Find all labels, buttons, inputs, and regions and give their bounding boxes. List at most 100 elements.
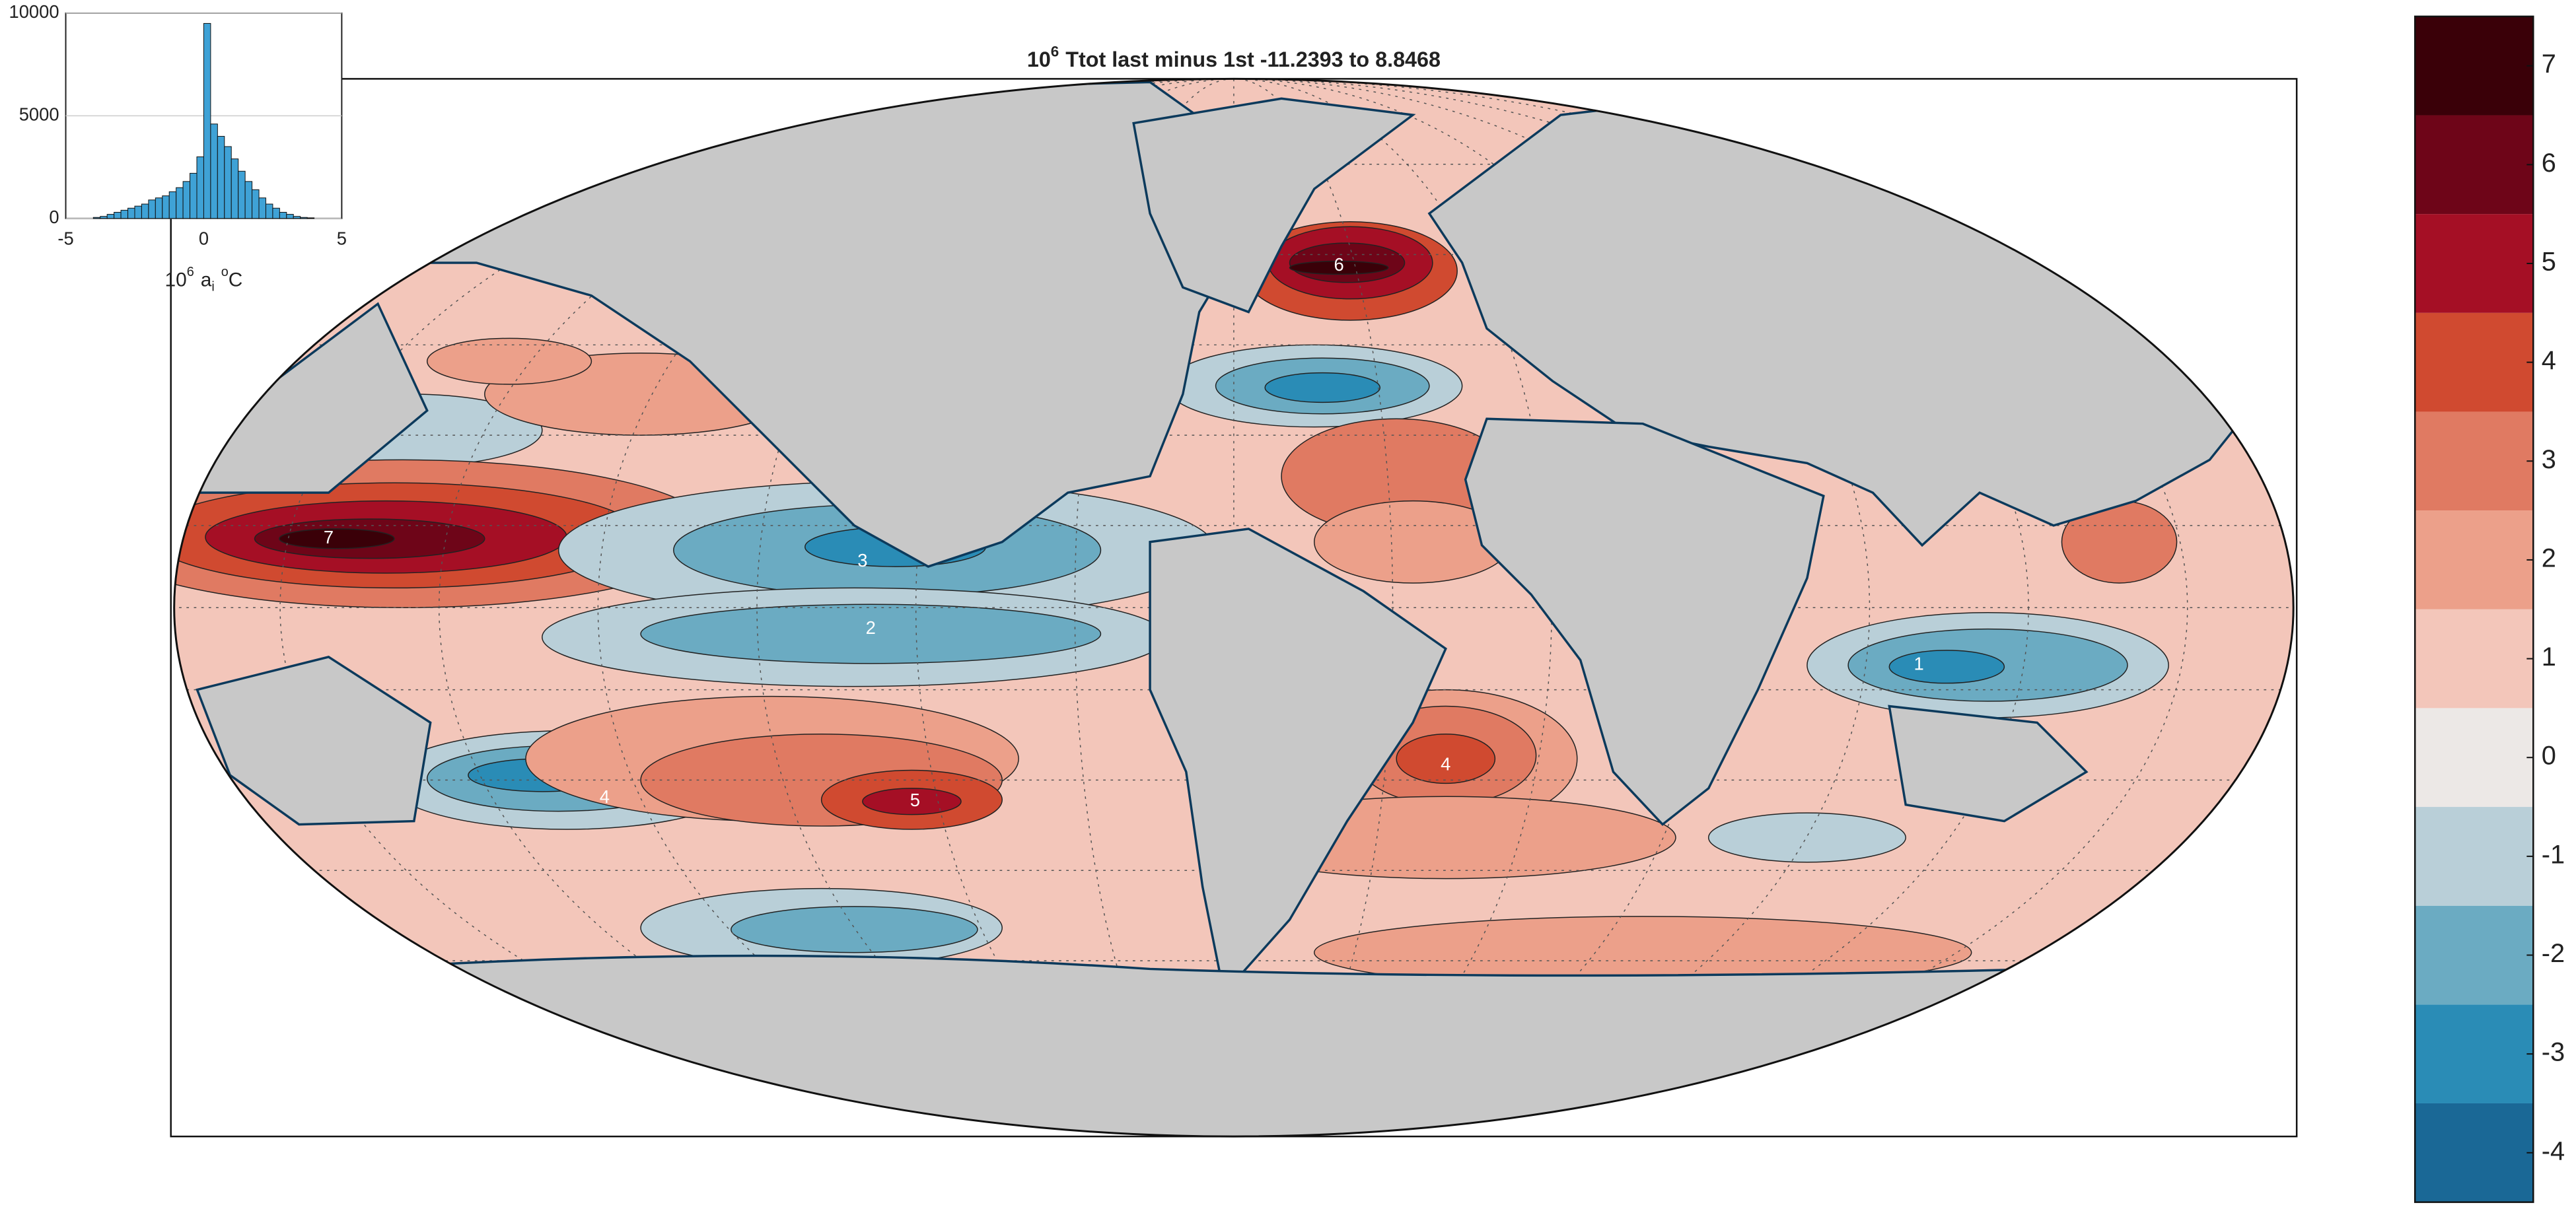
y-tick-label: 10000 [9, 1, 59, 22]
x-axis-label: 106 aioC [165, 265, 243, 294]
colorbar-tick-label: -2 [2542, 939, 2565, 968]
contour-label: 4 [600, 786, 610, 807]
y-tick-label: 5000 [19, 104, 59, 125]
histogram-bar [244, 181, 253, 219]
title-base: 10 [1027, 48, 1051, 71]
x-axis-label-part: a [201, 269, 212, 291]
colorbar-tick-label: 7 [2542, 50, 2556, 79]
histogram-bar [127, 207, 135, 219]
colorbar-band [2415, 16, 2534, 116]
colorbar-band [2415, 708, 2534, 808]
contour-label: 5 [910, 790, 920, 810]
histogram-bar [176, 187, 184, 219]
histogram-bar [162, 195, 170, 219]
anomaly-region [279, 528, 395, 549]
contour-label: 4 [1441, 753, 1450, 774]
contour-label: 7 [324, 527, 334, 547]
histogram-bar [217, 135, 225, 219]
histogram-bar [190, 172, 197, 219]
histogram-bar [168, 191, 177, 219]
colorbar-tick-label: -1 [2542, 840, 2565, 869]
histogram-bar [203, 22, 211, 219]
x-axis-label-part: i [211, 280, 214, 294]
histogram-bar [238, 170, 246, 219]
anomaly-region [426, 337, 592, 385]
colorbar: -4 -3 -2 -1 0 1 2 3 4 5 6 7 [2414, 15, 2565, 1203]
x-tick-label: -5 [57, 228, 73, 248]
anomaly-region [1707, 812, 1906, 863]
contour-label: 1 [1914, 654, 1923, 674]
colorbar-band [2415, 510, 2534, 609]
histogram-bar [196, 156, 204, 219]
title-text: Ttot last minus 1st -11.2393 to 8.8468 [1065, 48, 1441, 71]
anomaly-region [640, 604, 1102, 664]
histogram-bar [210, 123, 218, 219]
histogram-bar [134, 205, 142, 219]
colorbar-frame [2414, 15, 2534, 1203]
colorbar-tick-label: 3 [2542, 445, 2556, 474]
colorbar-band [2415, 312, 2534, 412]
histogram-bar [224, 146, 232, 219]
x-tick-label: 0 [199, 228, 209, 248]
histogram-bar [148, 199, 156, 219]
colorbar-band [2415, 214, 2534, 313]
histogram-bar [252, 189, 260, 219]
colorbar-tick-label: 4 [2542, 346, 2556, 375]
colorbar-tick-label: 6 [2542, 149, 2556, 178]
colorbar-tick-label: 0 [2542, 742, 2556, 771]
globe-outline [173, 77, 2295, 1138]
histogram-bar [120, 209, 129, 219]
histogram-bar [293, 216, 301, 219]
colorbar-tick-label: 2 [2542, 543, 2556, 572]
colorbar-tick-label: 1 [2542, 642, 2556, 672]
land [1464, 417, 1825, 826]
colorbar-band [2415, 1103, 2534, 1202]
histogram-bar [231, 158, 239, 219]
histogram-bar [106, 214, 115, 219]
histogram-bar [279, 211, 287, 219]
x-tick-label: 5 [337, 228, 347, 248]
y-tick-label: 0 [49, 207, 59, 227]
x-axis-label-part: C [229, 269, 243, 291]
colorbar-band [2415, 609, 2534, 708]
colorbar-band [2415, 411, 2534, 511]
histogram-bar [92, 217, 101, 219]
histogram-bar [155, 197, 163, 219]
graticule [1074, 79, 1394, 1137]
colorbar-band [2415, 1004, 2534, 1103]
histogram-bar [265, 203, 273, 219]
x-axis-label-part: 10 [165, 269, 187, 291]
anomaly-region [1888, 650, 2005, 684]
contour-label: 6 [1334, 254, 1343, 275]
map-title: 106 Ttot last minus 1st -11.2393 to 8.846… [1027, 43, 1441, 71]
graticule [597, 79, 1871, 1137]
anomaly-region [731, 906, 978, 953]
contour-label: 2 [866, 617, 876, 638]
histogram-bar [272, 207, 280, 219]
colorbar-tick-label: -3 [2542, 1038, 2565, 1067]
x-axis-label-part: o [221, 265, 229, 279]
histogram-bar [182, 181, 191, 219]
histogram-bar [141, 203, 149, 219]
globe: 7 3 2 4 5 4 6 1 [174, 79, 2294, 1137]
title-exp: 6 [1051, 43, 1059, 59]
land [196, 656, 432, 826]
histogram-bar [286, 214, 294, 219]
land [1132, 97, 1416, 314]
colorbar-tick-label: -4 [2542, 1136, 2565, 1165]
anomaly-region [1264, 372, 1381, 403]
histogram-bar [114, 211, 122, 219]
histogram-bar [306, 217, 315, 219]
graticule [279, 79, 2188, 1137]
colorbar-band [2415, 905, 2534, 1005]
colorbar-band [2415, 115, 2534, 215]
histogram-bar [258, 197, 266, 219]
colorbar-tick-label: 5 [2542, 248, 2556, 277]
land [1149, 528, 1447, 996]
land [1888, 705, 2089, 823]
histogram-bar [300, 217, 308, 219]
contour-label: 3 [857, 550, 867, 570]
